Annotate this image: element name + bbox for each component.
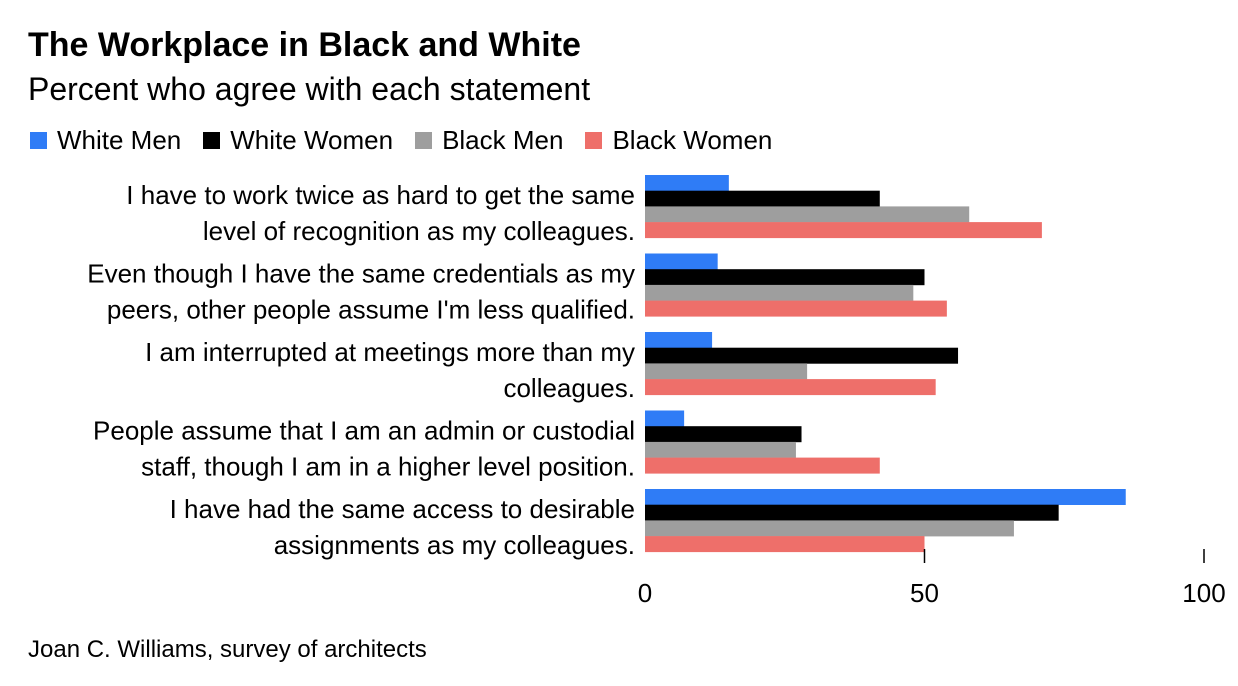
bar — [645, 536, 925, 553]
legend-label: White Men — [57, 125, 182, 155]
legend-swatch — [30, 132, 47, 149]
legend-swatch — [203, 132, 221, 149]
source-note: Joan C. Williams, survey of architects — [28, 636, 427, 663]
bar — [645, 269, 925, 286]
bar — [645, 222, 1042, 239]
bar — [645, 489, 1126, 505]
bar — [645, 175, 729, 191]
bar — [645, 410, 685, 427]
x-tick-label: 50 — [910, 578, 939, 608]
bar — [645, 190, 880, 207]
bar — [645, 520, 1014, 537]
bar — [645, 284, 914, 301]
category-label: Even though I have the same credentials … — [87, 259, 635, 289]
legend-swatch — [585, 132, 603, 149]
bar — [645, 441, 796, 458]
category-label: I have to work twice as hard to get the … — [126, 180, 635, 210]
legend-item-black-women: Black Women — [585, 125, 772, 156]
bar — [645, 347, 959, 364]
bar — [645, 300, 947, 317]
legend: White Men White Women Black Men Black Wo… — [30, 125, 794, 156]
legend-label: Black Men — [442, 125, 564, 155]
bar — [645, 253, 718, 270]
legend-label: Black Women — [612, 125, 773, 155]
category-label: peers, other people assume I'm less qual… — [107, 295, 635, 325]
bar — [645, 363, 808, 380]
legend-item-white-women: White Women — [203, 125, 393, 156]
legend-item-white-men: White Men — [30, 125, 181, 156]
bar — [645, 504, 1059, 521]
category-label: I am interrupted at meetings more than m… — [145, 337, 635, 367]
category-label: colleagues. — [503, 373, 635, 403]
bar — [645, 426, 802, 443]
x-tick-label: 100 — [1182, 578, 1225, 608]
bar — [645, 206, 970, 223]
x-tick-label: 0 — [638, 578, 652, 608]
chart-subtitle: Percent who agree with each statement — [28, 71, 591, 107]
legend-label: White Women — [230, 125, 394, 155]
chart-title: The Workplace in Black and White — [28, 26, 581, 64]
legend-swatch — [415, 132, 433, 149]
category-label: level of recognition as my colleagues. — [203, 216, 635, 246]
legend-item-black-men: Black Men — [415, 125, 563, 156]
category-label: assignments as my colleagues. — [274, 530, 635, 560]
bar — [645, 332, 713, 348]
bar — [645, 457, 880, 474]
category-label: I have had the same access to desirable — [170, 494, 635, 524]
category-label: People assume that I am an admin or cust… — [93, 416, 635, 446]
bar — [645, 379, 936, 396]
category-label: staff, though I am in a higher level pos… — [141, 452, 635, 482]
